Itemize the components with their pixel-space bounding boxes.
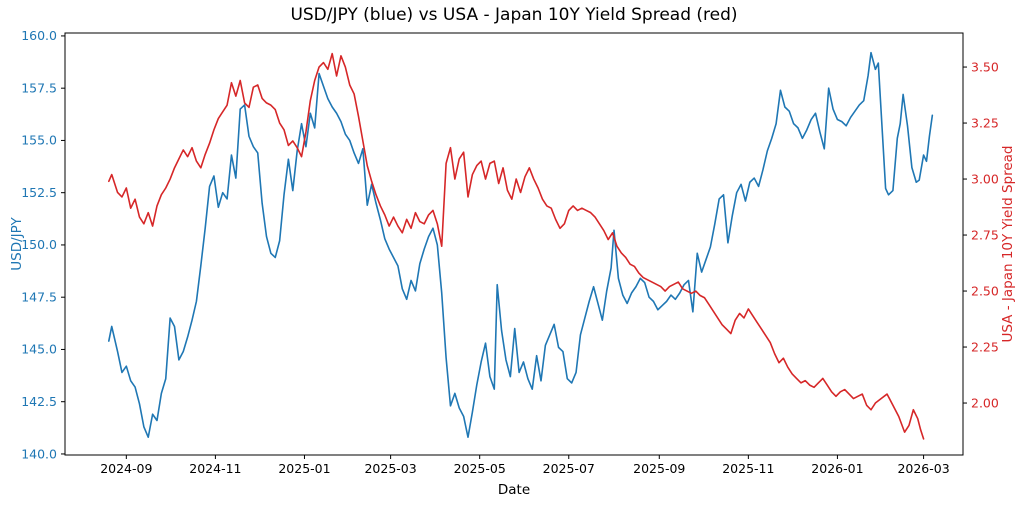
x-tick-label: 2024-11 <box>189 461 241 476</box>
y-axis-right: 2.00 2.25 2.50 2.75 3.00 3.25 3.50 <box>963 59 999 410</box>
x-tick-label: 2025-07 <box>543 461 595 476</box>
usdjpy-line <box>108 51 934 439</box>
y-left-tick-label: 160.0 <box>21 28 57 43</box>
x-axis-label: Date <box>497 482 531 498</box>
y-right-tick-label: 2.50 <box>971 283 999 298</box>
y-right-tick-label: 3.00 <box>971 171 999 186</box>
y-left-tick-label: 140.0 <box>21 446 57 461</box>
x-tick-label: 2025-01 <box>278 461 330 476</box>
x-tick-label: 2025-11 <box>722 461 774 476</box>
y-right-tick-label: 3.50 <box>971 59 999 74</box>
x-tick-label: 2025-03 <box>364 461 416 476</box>
y-left-tick-label: 157.5 <box>21 80 57 95</box>
y-right-tick-label: 2.00 <box>971 395 999 410</box>
plot-area <box>64 32 964 456</box>
series-lines <box>108 51 934 440</box>
x-tick-label: 2026-01 <box>811 461 863 476</box>
y-left-tick-label: 150.0 <box>21 237 57 252</box>
y-left-tick-label: 147.5 <box>21 289 57 304</box>
plot-frame <box>64 32 964 456</box>
x-axis: 2024-09 2024-11 2025-01 2025-03 2025-05 2025-… <box>100 455 950 476</box>
y-right-tick-label: 3.25 <box>971 115 999 130</box>
x-tick-label: 2026-03 <box>897 461 949 476</box>
y-left-tick-label: 155.0 <box>21 133 57 148</box>
x-tick-label: 2025-05 <box>454 461 506 476</box>
x-tick-label: 2024-09 <box>100 461 152 476</box>
y-right-tick-label: 2.75 <box>971 227 999 242</box>
y-left-tick-label: 152.5 <box>21 185 57 200</box>
chart-title: USD/JPY (blue) vs USA - Japan 10Y Yield … <box>290 5 738 25</box>
yield-spread-line <box>108 52 925 440</box>
y-right-tick-label: 2.25 <box>971 339 999 354</box>
y-left-tick-label: 145.0 <box>21 342 57 357</box>
x-tick-label: 2025-09 <box>633 461 685 476</box>
y-left-tick-label: 142.5 <box>21 394 57 409</box>
y-axis-left: 140.0 142.5 145.0 147.5 150.0 152.5 155.0 157.5… <box>21 28 65 461</box>
